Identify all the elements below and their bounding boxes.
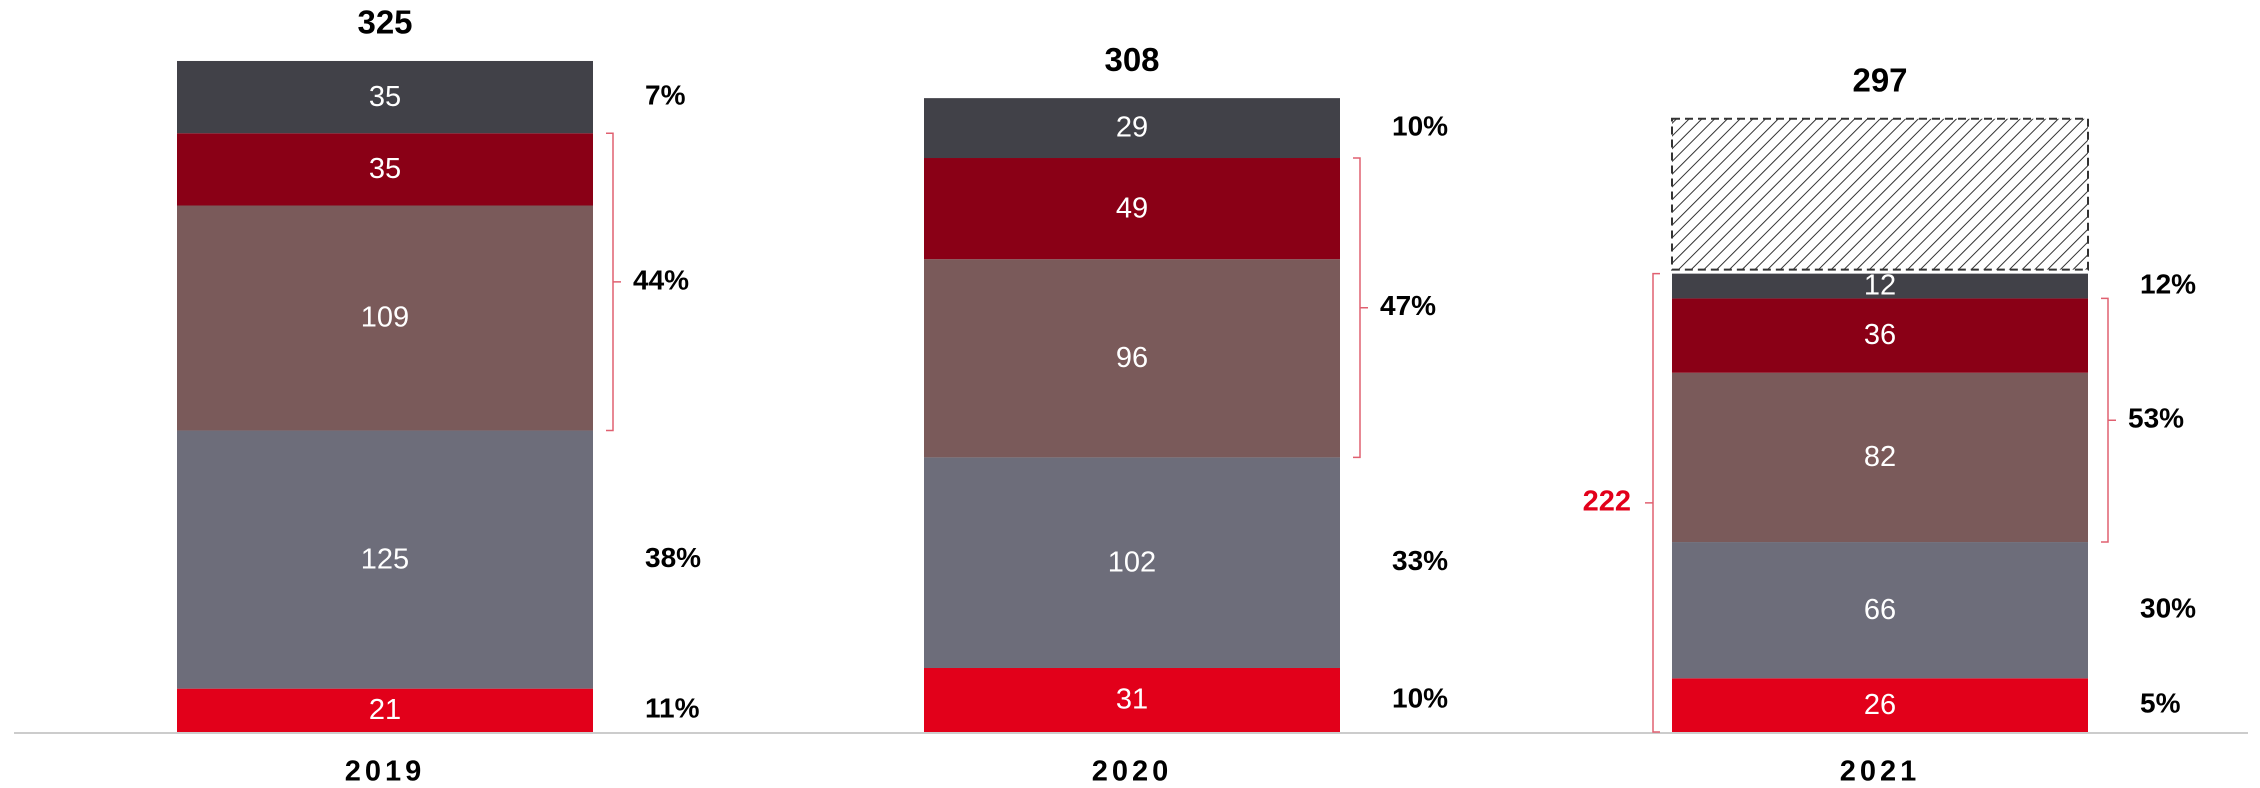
value-label: 29 xyxy=(1116,112,1148,144)
bar xyxy=(1672,678,2088,732)
bracket xyxy=(1353,157,1368,459)
bar xyxy=(177,133,593,206)
value-label: 49 xyxy=(1116,192,1148,224)
bracket xyxy=(606,132,621,432)
share-label: 33% xyxy=(1392,545,1448,576)
value-label: 36 xyxy=(1864,319,1896,351)
bar xyxy=(924,667,1340,732)
bracket-label: 47% xyxy=(1380,290,1436,321)
bar xyxy=(177,205,593,431)
value-label: 26 xyxy=(1864,689,1896,721)
bracket xyxy=(2101,297,2116,543)
bar xyxy=(924,98,1340,159)
value-label: 12 xyxy=(1864,270,1896,302)
share-label: 10% xyxy=(1392,110,1448,141)
bracket-label: 44% xyxy=(633,264,689,295)
value-label: 125 xyxy=(361,543,409,575)
estimate-bar xyxy=(1671,117,2089,271)
x-tick-label: 2020 xyxy=(1092,756,1173,788)
total-label: 308 xyxy=(1104,41,1159,78)
value-label: 66 xyxy=(1864,594,1896,626)
subtotal-bracket xyxy=(1645,272,1660,733)
bar xyxy=(177,430,593,689)
value-label: 21 xyxy=(369,694,401,726)
bar xyxy=(1672,372,2088,543)
value-label: 35 xyxy=(369,153,401,185)
bar xyxy=(177,688,593,732)
share-label: 5% xyxy=(2140,688,2181,719)
bar xyxy=(1672,273,2088,299)
share-label: 7% xyxy=(645,79,686,110)
bracket-label: 53% xyxy=(2128,403,2184,434)
total-label: 297 xyxy=(1852,62,1907,99)
value-label: 82 xyxy=(1864,441,1896,473)
bar xyxy=(1672,542,2088,679)
subtotal-label: 222 xyxy=(1583,485,1631,517)
bar xyxy=(924,259,1340,458)
total-label: 325 xyxy=(357,4,412,41)
share-label: 38% xyxy=(645,542,701,573)
share-label: 30% xyxy=(2140,593,2196,624)
value-label: 35 xyxy=(369,81,401,113)
bar xyxy=(924,158,1340,260)
x-tick-label: 2021 xyxy=(1840,756,1921,788)
value-label: 102 xyxy=(1108,546,1156,578)
share-label: 11% xyxy=(645,693,700,724)
bar xyxy=(1672,298,2088,373)
bar xyxy=(177,60,593,134)
bar xyxy=(924,457,1340,668)
value-label: 96 xyxy=(1116,342,1148,374)
value-label: 31 xyxy=(1116,684,1148,716)
x-tick-label: 2019 xyxy=(345,756,426,788)
value-label: 109 xyxy=(361,302,409,334)
share-label: 12% xyxy=(2140,268,2196,299)
share-label: 10% xyxy=(1392,682,1448,713)
